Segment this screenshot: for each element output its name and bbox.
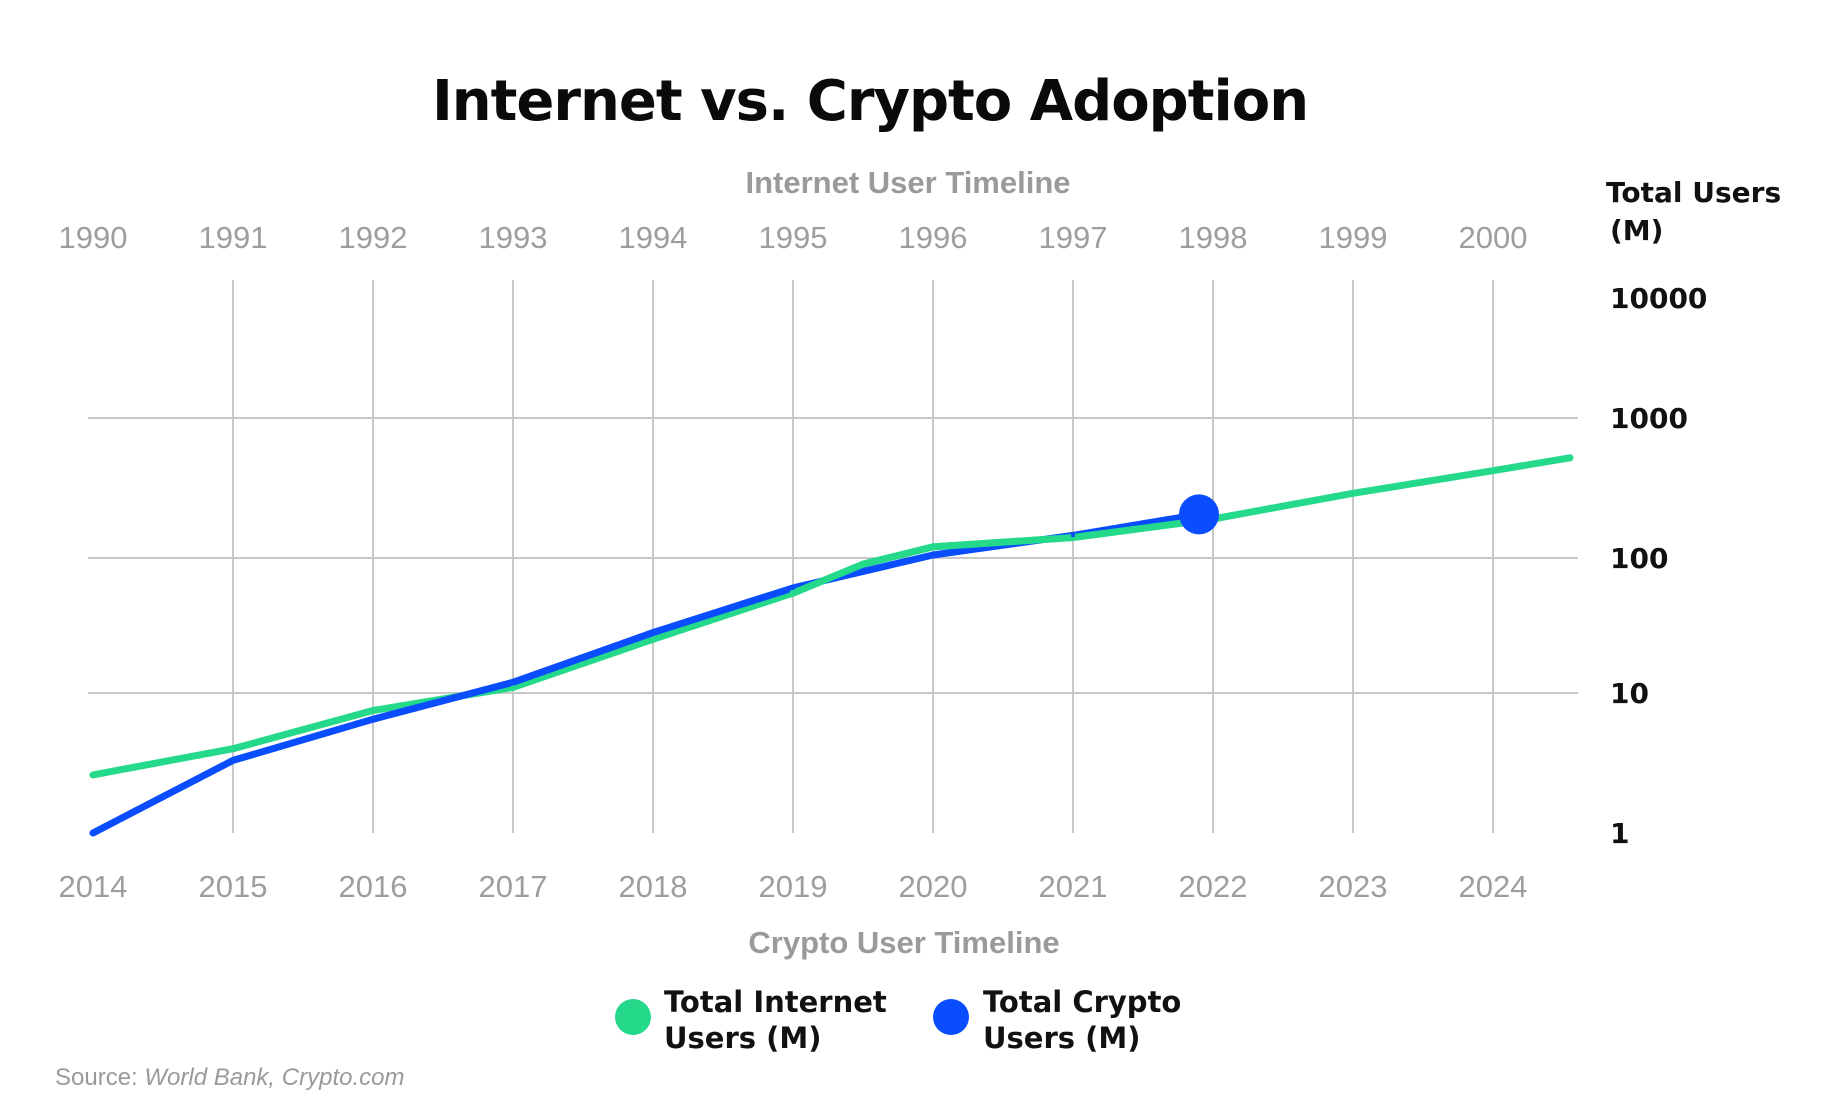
top-tick-label: 1999 — [1319, 220, 1388, 255]
top-tick-label: 1996 — [899, 220, 968, 255]
bottom-tick-label: 2018 — [619, 869, 688, 904]
top-tick-label: 1997 — [1039, 220, 1108, 255]
source-prefix: Source: — [55, 1064, 144, 1091]
internet-point — [1351, 491, 1355, 496]
crypto-point — [651, 630, 655, 635]
top-tick-label: 1992 — [339, 220, 408, 255]
chart-title: Internet vs. Crypto Adoption — [432, 69, 1308, 134]
top-axis-title: Internet User Timeline — [745, 165, 1070, 200]
legend: Total Internet Users (M) Total Crypto Us… — [615, 985, 1181, 1055]
y-tick-label: 10 — [1610, 677, 1649, 710]
y-axis-label-line2: (M) — [1610, 214, 1663, 247]
bottom-axis-ticks: 2014 2015 2016 2017 2018 2019 2020 2021 2022 2023… — [59, 869, 1528, 904]
series-layer — [89, 454, 1574, 837]
y-tick-label: 1000 — [1610, 402, 1688, 435]
internet-point — [1568, 455, 1572, 460]
series-line-internet — [89, 454, 1574, 779]
series-line-crypto — [89, 510, 1203, 837]
y-tick-label: 1 — [1610, 817, 1629, 850]
top-tick-label: 1990 — [59, 220, 128, 255]
y-axis-label-line1: Total Users — [1606, 176, 1781, 209]
source-text: World Bank, Crypto.com — [144, 1064, 404, 1091]
y-axis-ticks: 10000 1000 100 10 1 — [1610, 282, 1707, 850]
internet-point — [231, 746, 235, 751]
bottom-tick-label: 2019 — [759, 869, 828, 904]
top-tick-label: 1991 — [199, 220, 268, 255]
crypto-point — [511, 680, 515, 685]
bottom-tick-label: 2015 — [199, 869, 268, 904]
bottom-tick-label: 2016 — [339, 869, 408, 904]
legend-internet-swatch — [615, 999, 651, 1035]
internet-point — [511, 685, 515, 690]
internet-point — [371, 708, 375, 713]
internet-point — [651, 637, 655, 642]
internet-point — [1491, 468, 1495, 473]
bottom-tick-label: 2022 — [1179, 869, 1248, 904]
bottom-tick-label: 2020 — [899, 869, 968, 904]
crypto-point — [931, 553, 935, 558]
crypto-point — [371, 717, 375, 722]
internet-point — [791, 591, 795, 596]
legend-crypto-swatch — [933, 999, 969, 1035]
top-tick-label: 1993 — [479, 220, 548, 255]
crypto-point — [91, 831, 95, 835]
y-tick-label: 100 — [1610, 542, 1668, 575]
legend-crypto-label-line2: Users (M) — [983, 1021, 1141, 1055]
crypto-point — [231, 758, 235, 763]
bottom-tick-label: 2021 — [1039, 869, 1108, 904]
horizontal-gridlines — [88, 417, 1578, 694]
y-tick-label: 10000 — [1610, 282, 1707, 315]
series-line-internet-overlay — [789, 515, 1217, 597]
bottom-axis-title: Crypto User Timeline — [748, 925, 1059, 960]
top-tick-label: 1998 — [1179, 220, 1248, 255]
top-axis-ticks: 1990 1991 1992 1993 1994 1995 1996 1997 1998 1999… — [59, 220, 1528, 255]
bottom-tick-label: 2014 — [59, 869, 128, 904]
internet-point — [931, 544, 935, 549]
vertical-gridlines — [232, 280, 1494, 833]
top-tick-label: 1995 — [759, 220, 828, 255]
top-tick-label: 1994 — [619, 220, 688, 255]
crypto-point — [791, 585, 795, 590]
source-note: Source: World Bank, Crypto.com — [55, 1064, 404, 1091]
bottom-tick-label: 2023 — [1319, 869, 1388, 904]
internet-point — [91, 772, 95, 777]
crypto-current-marker — [1179, 494, 1219, 535]
internet-point — [861, 562, 865, 567]
legend-internet-label-line1: Total Internet — [664, 985, 887, 1019]
bottom-tick-label: 2017 — [479, 869, 548, 904]
crypto-point — [1071, 533, 1075, 538]
bottom-tick-label: 2024 — [1459, 869, 1528, 904]
legend-crypto-label-line1: Total Crypto — [983, 985, 1181, 1019]
legend-internet-label-line2: Users (M) — [664, 1021, 822, 1055]
top-tick-label: 2000 — [1459, 220, 1528, 255]
